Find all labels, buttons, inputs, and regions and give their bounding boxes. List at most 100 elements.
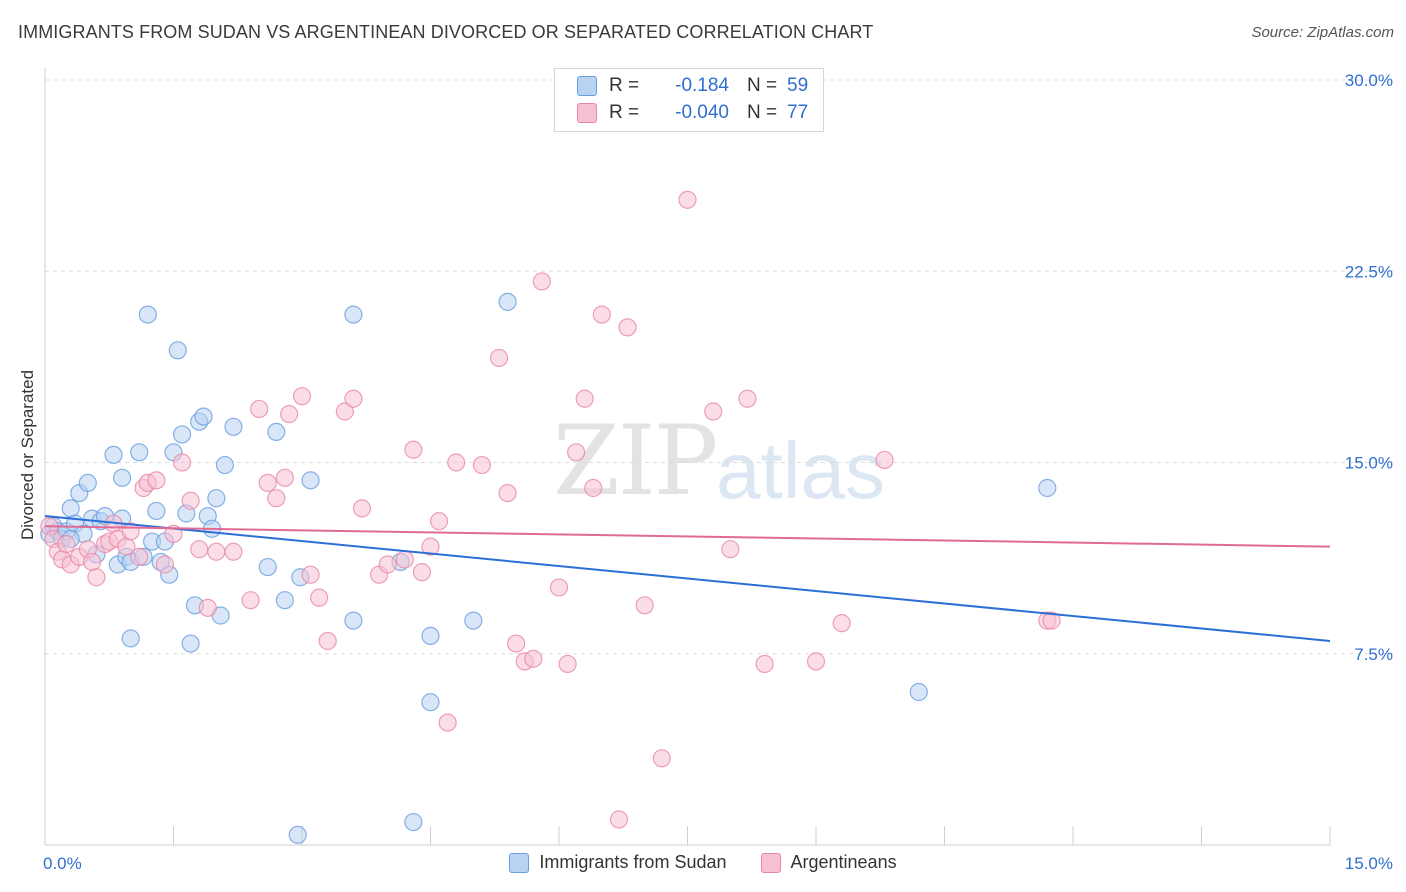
y-tick-label: 7.5% [1354, 645, 1393, 664]
data-point-argentineans [429, 512, 449, 531]
x-tick-label: 0.0% [43, 854, 82, 873]
data-point-sudan [207, 489, 226, 508]
data-point-argentineans [575, 389, 594, 408]
data-point-sudan [344, 611, 363, 630]
data-point-sudan [215, 455, 234, 475]
data-point-argentineans [280, 404, 299, 424]
data-point-sudan [404, 812, 423, 832]
data-point-argentineans [1042, 611, 1061, 630]
data-point-argentineans [678, 190, 697, 209]
data-point-argentineans [344, 389, 363, 408]
data-point-argentineans [567, 443, 586, 462]
data-point-argentineans [250, 399, 269, 419]
chart-title: IMMIGRANTS FROM SUDAN VS ARGENTINEAN DIV… [18, 22, 874, 42]
data-point-argentineans [438, 713, 457, 732]
watermark-zip: ZIP [553, 405, 718, 517]
data-point-argentineans [592, 305, 611, 324]
data-point-sudan [275, 591, 294, 610]
data-point-sudan [909, 682, 928, 702]
data-point-argentineans [395, 550, 414, 569]
data-point-argentineans [618, 318, 637, 337]
data-point-sudan [112, 468, 132, 487]
data-point-argentineans [558, 654, 577, 674]
data-point-argentineans [524, 649, 543, 668]
data-point-argentineans [258, 473, 277, 492]
data-point-argentineans [310, 588, 329, 607]
data-point-argentineans [198, 598, 217, 617]
data-point-argentineans [241, 591, 260, 610]
data-point-argentineans [532, 272, 551, 291]
y-tick-label: 22.5% [1345, 262, 1393, 281]
data-point-sudan [61, 499, 80, 518]
data-point-argentineans [489, 348, 509, 368]
data-point-argentineans [378, 555, 397, 574]
data-point-argentineans [147, 471, 166, 490]
data-point-argentineans [421, 537, 440, 556]
data-point-argentineans [83, 552, 102, 572]
legend-label-argentineans: Argentineans [790, 852, 897, 872]
data-point-sudan [104, 445, 123, 464]
trend-line-sudan [44, 515, 1331, 642]
data-point-argentineans [738, 389, 757, 408]
data-point-sudan [464, 611, 483, 630]
legend-item-sudan[interactable]: Immigrants from Sudan [509, 852, 727, 873]
data-point-sudan [224, 417, 243, 436]
data-point-argentineans [207, 542, 226, 561]
data-point-argentineans [832, 614, 851, 633]
x-tick-label: 15.0% [1345, 854, 1393, 873]
data-point-sudan [288, 825, 307, 844]
data-point-sudan [344, 305, 363, 324]
data-point-sudan [121, 629, 140, 648]
data-point-argentineans [181, 491, 200, 510]
data-point-argentineans [275, 468, 294, 487]
stats-swatch-blue [577, 76, 597, 96]
data-point-sudan [181, 634, 200, 653]
legend-item-argentineans[interactable]: Argentineans [760, 852, 897, 873]
data-point-argentineans [292, 387, 312, 406]
data-point-argentineans [267, 489, 286, 508]
data-point-argentineans [875, 450, 894, 470]
data-point-argentineans [412, 563, 432, 582]
data-point-argentineans [721, 540, 740, 559]
legend: Immigrants from Sudan Argentineans [0, 852, 1406, 873]
watermark-atlas: atlas [716, 426, 885, 515]
data-point-argentineans [318, 631, 337, 651]
data-point-argentineans [635, 596, 654, 615]
y-axis-label: Divorced or Separated [18, 369, 37, 541]
stats-n-value: 77 [787, 102, 809, 123]
data-point-argentineans [755, 654, 774, 674]
data-point-argentineans [704, 402, 723, 421]
stats-r-value: -0.184 [675, 75, 729, 96]
source-label: Source: ZipAtlas.com [1251, 24, 1394, 41]
data-point-argentineans [404, 440, 423, 459]
y-tick-label: 30.0% [1345, 71, 1393, 90]
stats-r-label: R = [609, 102, 640, 123]
data-point-argentineans [301, 565, 320, 584]
stats-r-value: -0.040 [675, 102, 729, 123]
legend-label-sudan: Immigrants from Sudan [539, 852, 727, 872]
stats-r-label: R = [609, 75, 640, 96]
stats-n-value: 59 [787, 75, 809, 96]
stats-swatch-pink [577, 103, 597, 123]
data-point-argentineans [57, 534, 76, 554]
data-point-argentineans [549, 578, 569, 597]
data-point-argentineans [652, 749, 671, 768]
data-point-sudan [258, 557, 277, 577]
data-point-argentineans [130, 547, 149, 566]
trend-line-argentineans [44, 525, 1331, 548]
data-point-sudan [267, 422, 286, 441]
data-point-argentineans [87, 568, 106, 587]
stats-row-argentineans: R = -0.040 N = 77 [577, 102, 808, 124]
data-point-argentineans [609, 810, 629, 829]
data-point-argentineans [224, 542, 243, 561]
data-point-argentineans [155, 555, 175, 574]
data-point-sudan [168, 341, 187, 360]
data-point-sudan [301, 471, 320, 490]
data-point-argentineans [472, 455, 491, 475]
legend-swatch-blue [509, 852, 530, 873]
data-point-argentineans [172, 453, 192, 472]
data-point-argentineans [806, 652, 826, 671]
data-point-sudan [78, 473, 97, 492]
stats-n-label: N = [747, 102, 778, 123]
